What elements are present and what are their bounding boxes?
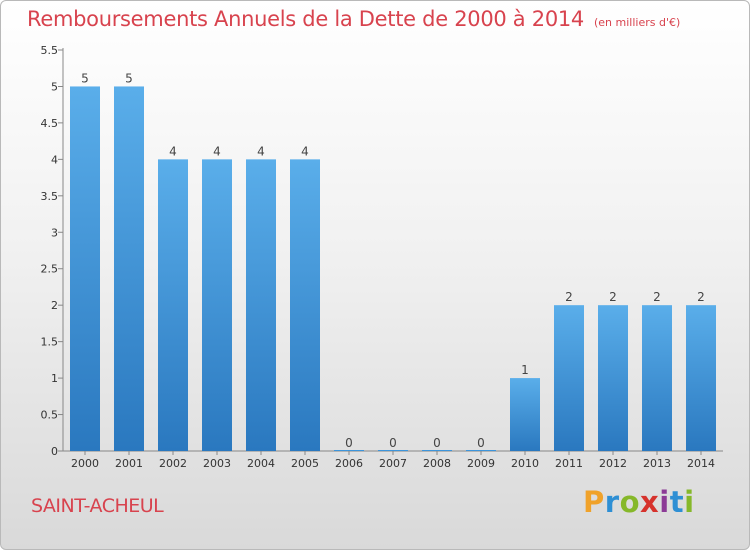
commune-name: SAINT-ACHEUL — [31, 495, 164, 517]
x-tick-label: 2004 — [247, 457, 275, 470]
data-label: 0 — [477, 436, 485, 450]
x-tick-label: 2002 — [159, 457, 187, 470]
bar — [422, 450, 452, 451]
x-tick-label: 2011 — [555, 457, 583, 470]
data-label: 4 — [301, 144, 309, 158]
data-label: 2 — [697, 290, 705, 304]
logo-letter: P — [583, 485, 605, 519]
logo-letter: i — [684, 485, 695, 519]
bar — [466, 450, 496, 451]
logo-letter: i — [659, 485, 670, 519]
y-tick-label: 5 — [51, 80, 58, 93]
y-tick-label: 4 — [51, 153, 58, 166]
data-label: 4 — [169, 144, 177, 158]
chart-unit: (en milliers d'€) — [594, 16, 681, 29]
bar — [642, 305, 672, 451]
logo-letter: x — [640, 485, 660, 519]
y-tick-label: 2.5 — [41, 263, 59, 276]
y-tick-label: 0.5 — [41, 409, 59, 422]
y-tick-label: 2 — [51, 299, 58, 312]
x-tick-label: 2000 — [71, 457, 99, 470]
x-tick-label: 2009 — [467, 457, 495, 470]
x-tick-label: 2003 — [203, 457, 231, 470]
logo-letter: o — [619, 485, 641, 519]
y-tick-label: 4.5 — [41, 117, 59, 130]
x-tick-label: 2013 — [643, 457, 671, 470]
bar — [686, 305, 716, 451]
x-tick-label: 2014 — [687, 457, 715, 470]
bar — [334, 450, 364, 451]
data-label: 2 — [609, 290, 617, 304]
data-label: 2 — [565, 290, 573, 304]
bar — [598, 305, 628, 451]
bar — [510, 378, 540, 451]
bar — [158, 159, 188, 451]
x-tick-label: 2010 — [511, 457, 539, 470]
x-tick-label: 2006 — [335, 457, 363, 470]
y-tick-label: 3 — [51, 226, 58, 239]
data-label: 1 — [521, 363, 529, 377]
y-tick-label: 0 — [51, 445, 58, 458]
x-tick-label: 2012 — [599, 457, 627, 470]
data-label: 0 — [433, 436, 441, 450]
bar — [202, 159, 232, 451]
chart-title: Remboursements Annuels de la Dette de 20… — [27, 7, 680, 31]
data-label: 5 — [125, 71, 133, 85]
data-label: 4 — [257, 144, 265, 158]
data-label: 0 — [389, 436, 397, 450]
data-label: 2 — [653, 290, 661, 304]
x-tick-label: 2007 — [379, 457, 407, 470]
proxiti-logo: Proxiti — [583, 485, 695, 519]
y-tick-label: 5.5 — [41, 44, 59, 57]
bar — [114, 86, 144, 452]
x-tick-label: 2008 — [423, 457, 451, 470]
bar — [554, 305, 584, 451]
data-label: 0 — [345, 436, 353, 450]
chart-title-text: Remboursements Annuels de la Dette de 20… — [27, 7, 584, 31]
logo-letter: r — [604, 485, 620, 519]
data-label: 4 — [213, 144, 221, 158]
y-tick-label: 1.5 — [41, 336, 59, 349]
x-tick-label: 2005 — [291, 457, 319, 470]
x-tick-label: 2001 — [115, 457, 143, 470]
bar — [70, 86, 100, 452]
y-tick-label: 3.5 — [41, 190, 59, 203]
bar — [246, 159, 276, 451]
data-label: 5 — [81, 71, 89, 85]
bar — [378, 450, 408, 451]
logo-letter: t — [669, 485, 685, 519]
y-tick-label: 1 — [51, 372, 58, 385]
bar — [290, 159, 320, 451]
